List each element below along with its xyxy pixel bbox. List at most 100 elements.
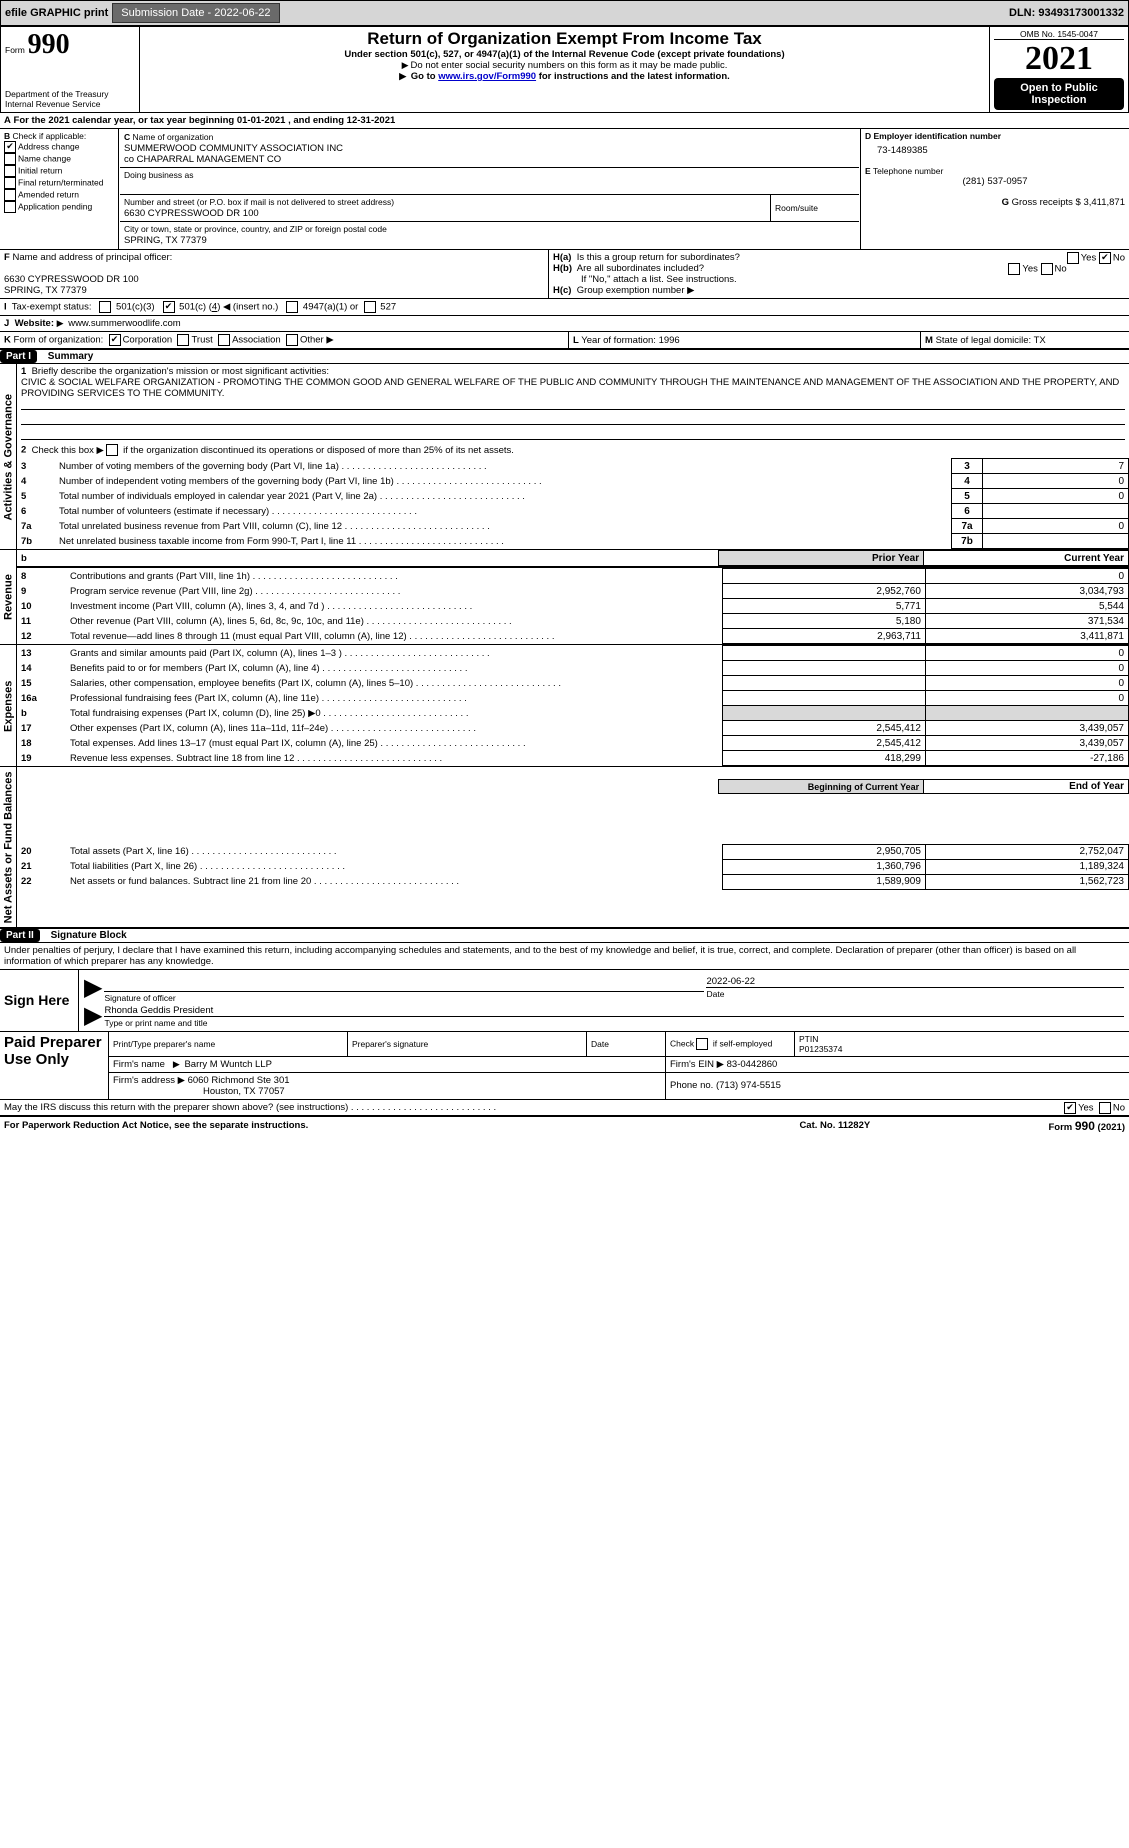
line-13-text: Grants and similar amounts paid (Part IX… (66, 646, 722, 661)
part2-label: Part II (0, 929, 40, 942)
line-13-prior (722, 646, 925, 661)
firm-name-value: Barry M Wuntch LLP (184, 1059, 271, 1070)
name-change-checkbox[interactable] (4, 153, 16, 165)
officer-line1: 6630 CYPRESSWOOD DR 100 (4, 274, 139, 285)
line-7b-text: Net unrelated business taxable income fr… (55, 534, 952, 549)
street-value: 6630 CYPRESSWOOD DR 100 (124, 208, 259, 219)
open-to-public: Open to Public Inspection (994, 78, 1124, 110)
room-suite-label: Room/suite (771, 195, 860, 222)
city-value: SPRING, TX 77379 (124, 235, 207, 246)
other-checkbox[interactable] (286, 334, 298, 346)
line-12-current: 3,411,871 (925, 629, 1128, 644)
line-4-value: 0 (983, 474, 1129, 489)
application-pending-checkbox[interactable] (4, 201, 16, 213)
line-20-prior: 2,950,705 (722, 844, 925, 859)
association-checkbox[interactable] (218, 334, 230, 346)
line-6-value (983, 504, 1129, 519)
vert-revenue: Revenue (0, 550, 17, 645)
501c3-checkbox[interactable] (99, 301, 111, 313)
firm-ein-value: 83-0442860 (727, 1059, 778, 1070)
line-22-prior: 1,589,909 (722, 874, 925, 889)
line-20-text: Total assets (Part X, line 16) (66, 844, 722, 859)
year-formation-label: Year of formation: (581, 335, 656, 346)
line-19-prior: 418,299 (722, 751, 925, 766)
line-6-num: 6 (952, 504, 983, 519)
preparer-date-label: Date (587, 1031, 666, 1056)
hb-no-checkbox[interactable] (1041, 263, 1053, 275)
527-checkbox[interactable] (364, 301, 376, 313)
line-18-prior: 2,545,412 (722, 736, 925, 751)
501c-checkbox[interactable] (163, 301, 175, 313)
line-16a-current: 0 (925, 691, 1128, 706)
line-19-text: Revenue less expenses. Subtract line 18 … (66, 751, 722, 766)
corporation-checkbox[interactable] (109, 334, 121, 346)
ha-yes-checkbox[interactable] (1067, 252, 1079, 264)
self-employed-checkbox[interactable] (696, 1038, 708, 1050)
final-return-checkbox[interactable] (4, 177, 16, 189)
line-3-num: 3 (952, 459, 983, 474)
col-eoy: End of Year (924, 780, 1129, 794)
col-current: Current Year (924, 551, 1129, 566)
cat-no: Cat. No. 11282Y (741, 1117, 928, 1135)
officer-name-value: Rhonda Geddis President (104, 1005, 1124, 1016)
ha-no-checkbox[interactable] (1099, 252, 1111, 264)
form-number: 990 (28, 29, 70, 60)
form-subtitle: Under section 501(c), 527, or 4947(a)(1)… (144, 49, 985, 60)
form-word: Form (5, 45, 25, 55)
line-11-text: Other revenue (Part VIII, column (A), li… (66, 614, 722, 629)
phone-value: (281) 537-0957 (865, 176, 1125, 187)
goto-prefix: Go to (411, 71, 438, 82)
state-domicile-value: TX (1034, 335, 1046, 346)
line-9-text: Program service revenue (Part VIII, line… (66, 584, 722, 599)
type-name-label: Type or print name and title (104, 1016, 1124, 1028)
line-22-text: Net assets or fund balances. Subtract li… (66, 874, 722, 889)
year-formation-value: 1996 (659, 335, 680, 346)
discuss-question: May the IRS discuss this return with the… (4, 1102, 496, 1113)
line-15-current: 0 (925, 676, 1128, 691)
amended-return-checkbox[interactable] (4, 189, 16, 201)
submission-date-button[interactable]: Submission Date - 2022-06-22 (112, 3, 279, 23)
discuss-yes-checkbox[interactable] (1064, 1102, 1076, 1114)
penalty-text: Under penalties of perjury, I declare th… (0, 943, 1129, 970)
dln-label: DLN: 93493173001332 (1009, 7, 1124, 19)
line-21-text: Total liabilities (Part X, line 26) (66, 859, 722, 874)
initial-return-checkbox[interactable] (4, 165, 16, 177)
gross-receipts-label: Gross receipts $ (1012, 197, 1081, 208)
org-name-2: co CHAPARRAL MANAGEMENT CO (124, 154, 281, 165)
line-6-text: Total number of volunteers (estimate if … (55, 504, 952, 519)
paperwork-notice: For Paperwork Reduction Act Notice, see … (0, 1117, 741, 1135)
line-5-value: 0 (983, 489, 1129, 504)
line-16a-prior (722, 691, 925, 706)
ein-label: Employer identification number (874, 131, 1002, 141)
discontinued-checkbox[interactable] (106, 444, 118, 456)
sign-arrow-icon: ▶ (84, 981, 102, 995)
q1-label: Briefly describe the organization's miss… (32, 366, 330, 377)
line-3-value: 7 (983, 459, 1129, 474)
part2-heading: Signature Block (43, 930, 127, 941)
firm-ein-label: Firm's EIN ▶ (670, 1059, 724, 1070)
4947-checkbox[interactable] (286, 301, 298, 313)
line-5-text: Total number of individuals employed in … (55, 489, 952, 504)
state-domicile-label: State of legal domicile: (936, 335, 1032, 346)
ptin-value: P01235374 (799, 1044, 843, 1054)
line-21-current: 1,189,324 (925, 859, 1128, 874)
phone-label: Telephone number (873, 166, 943, 176)
ssn-note: Do not enter social security numbers on … (144, 60, 985, 71)
line-18-text: Total expenses. Add lines 13–17 (must eq… (66, 736, 722, 751)
discuss-no-checkbox[interactable] (1099, 1102, 1111, 1114)
hb-note: If "No," attach a list. See instructions… (553, 274, 1125, 285)
efile-label: efile GRAPHIC print (5, 7, 108, 19)
line-b-text: Total fundraising expenses (Part IX, col… (66, 706, 722, 721)
firm-addr-label: Firm's address ▶ (113, 1075, 185, 1086)
tax-year: 2021 (994, 40, 1124, 78)
address-change-checkbox[interactable] (4, 141, 16, 153)
line-8-text: Contributions and grants (Part VIII, lin… (66, 569, 722, 584)
website-label: Website: (15, 318, 54, 329)
line-4-num: 4 (952, 474, 983, 489)
hb-yes-checkbox[interactable] (1008, 263, 1020, 275)
irs-link[interactable]: www.irs.gov/Form990 (438, 71, 536, 82)
officer-line2: SPRING, TX 77379 (4, 285, 87, 296)
trust-checkbox[interactable] (177, 334, 189, 346)
street-label: Number and street (or P.O. box if mail i… (124, 197, 394, 207)
line-22-current: 1,562,723 (925, 874, 1128, 889)
